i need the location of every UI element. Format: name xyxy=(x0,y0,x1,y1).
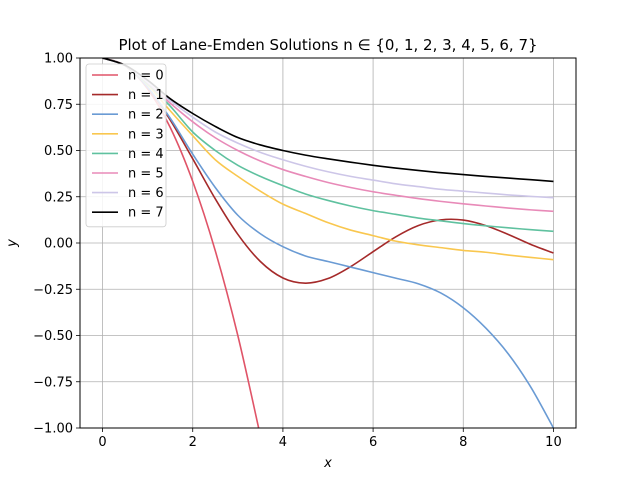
legend: n = 0 n = 1 n = 2 n = 3 n = 4 n = 5 n = 6 n = 7 xyxy=(85,63,167,228)
x-tick-label: 2 xyxy=(189,435,197,450)
y-axis-ticks: −1.00 −0.75 −0.50 −0.25 0.00 0.25 0.50 0.75 1.00 xyxy=(33,52,80,437)
legend-box xyxy=(85,63,167,228)
y-tick-label: −0.50 xyxy=(33,329,73,344)
y-tick-label: 0.25 xyxy=(44,190,73,205)
y-axis-label: y xyxy=(5,239,20,248)
series-line-n2 xyxy=(102,58,555,428)
x-tick-label: 4 xyxy=(279,435,287,450)
series-line-n3 xyxy=(102,58,554,261)
x-tick-label: 0 xyxy=(98,435,106,450)
x-axis-label: x xyxy=(323,456,332,471)
series-line-n5 xyxy=(102,58,554,213)
legend-label: n = 7 xyxy=(128,206,164,221)
legend-label: n = 1 xyxy=(128,88,164,103)
x-tick-label: 8 xyxy=(459,435,467,450)
y-tick-label: 0.75 xyxy=(44,98,73,113)
legend-label: n = 6 xyxy=(128,186,164,201)
series-line-n7 xyxy=(102,58,554,183)
x-axis-ticks: 0 2 4 6 8 10 xyxy=(98,428,562,450)
legend-label: n = 5 xyxy=(128,167,164,182)
y-tick-label: 0.50 xyxy=(44,144,73,159)
y-tick-label: −0.25 xyxy=(33,283,73,298)
chart-title: Plot of Lane-Emden Solutions n ∈ {0, 1, … xyxy=(118,36,537,54)
legend-label: n = 0 xyxy=(128,69,164,84)
x-tick-label: 6 xyxy=(369,435,377,450)
y-tick-label: −0.75 xyxy=(33,375,73,390)
legend-label: n = 2 xyxy=(128,108,164,123)
y-tick-label: 0.00 xyxy=(44,237,73,252)
y-tick-label: −1.00 xyxy=(33,422,73,437)
series-line-n1 xyxy=(102,58,554,284)
legend-label: n = 4 xyxy=(128,147,164,162)
y-tick-label: 1.00 xyxy=(44,52,73,67)
x-tick-label: 10 xyxy=(545,435,562,450)
series-line-n6 xyxy=(102,58,554,199)
series-line-n4 xyxy=(102,58,554,233)
legend-label: n = 3 xyxy=(128,127,164,142)
